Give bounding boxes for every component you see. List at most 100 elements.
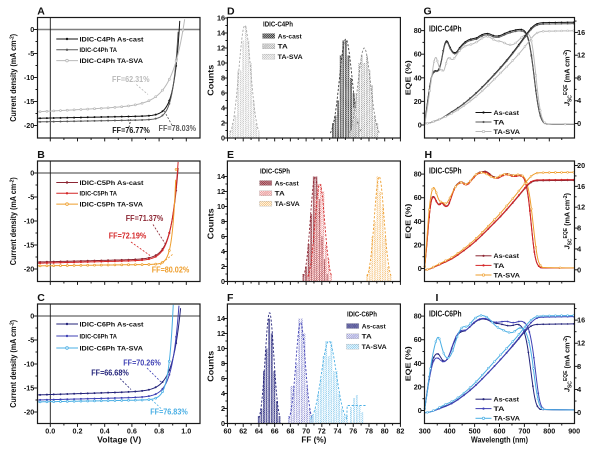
svg-text:E: E: [227, 149, 234, 161]
svg-text:TA-SVA: TA-SVA: [494, 416, 521, 423]
svg-text:G: G: [424, 6, 432, 18]
svg-text:I: I: [436, 292, 439, 304]
svg-text:8: 8: [577, 362, 581, 371]
svg-text:FF=80.02%: FF=80.02%: [152, 265, 190, 274]
svg-text:64: 64: [255, 427, 263, 436]
svg-text:0.0: 0.0: [45, 427, 55, 436]
svg-text:400: 400: [444, 427, 456, 436]
svg-text:IDIC-C6Ph: IDIC-C6Ph: [347, 309, 377, 318]
svg-text:40: 40: [414, 359, 422, 368]
svg-text:4: 4: [221, 247, 225, 256]
svg-text:60: 60: [414, 193, 422, 202]
svg-text:70: 70: [302, 427, 310, 436]
svg-text:IDIC-C4Ph As-cast: IDIC-C4Ph As-cast: [80, 36, 145, 43]
svg-text:Counts: Counts: [207, 350, 216, 382]
svg-text:78: 78: [365, 427, 373, 436]
svg-text:0.4: 0.4: [100, 427, 110, 436]
svg-text:Counts: Counts: [207, 64, 216, 96]
svg-text:0: 0: [221, 419, 225, 428]
svg-text:6: 6: [221, 374, 225, 383]
svg-text:F: F: [227, 292, 234, 304]
svg-text:FF (%): FF (%): [301, 435, 326, 444]
svg-text:8: 8: [577, 224, 581, 233]
svg-text:6: 6: [221, 232, 225, 241]
svg-text:FF=71.37%: FF=71.37%: [126, 214, 164, 223]
svg-text:66: 66: [271, 427, 279, 436]
svg-text:14: 14: [217, 172, 225, 181]
svg-text:FF=78.03%: FF=78.03%: [159, 124, 197, 133]
svg-text:0: 0: [221, 277, 225, 286]
svg-text:12: 12: [217, 44, 225, 53]
svg-text:IDIC-C5Ph: IDIC-C5Ph: [429, 167, 462, 176]
svg-text:JSCEQE (mA cm-2): JSCEQE (mA cm-2): [563, 49, 574, 106]
svg-text:0.8: 0.8: [154, 427, 164, 436]
svg-text:10: 10: [217, 59, 225, 68]
svg-text:TA-SVA: TA-SVA: [275, 201, 300, 208]
svg-text:0.2: 0.2: [73, 427, 83, 436]
svg-text:12: 12: [577, 203, 585, 212]
svg-text:TA: TA: [494, 263, 505, 270]
svg-text:0: 0: [418, 406, 422, 415]
svg-text:Current density (mA cm-2): Current density (mA cm-2): [9, 177, 18, 265]
svg-text:-15: -15: [24, 97, 34, 106]
svg-text:Wavelength (nm): Wavelength (nm): [471, 435, 528, 444]
svg-text:12: 12: [577, 339, 585, 348]
svg-text:IDIC-C5Ph TA-SVA: IDIC-C5Ph TA-SVA: [80, 202, 144, 209]
svg-text:0: 0: [418, 264, 422, 273]
svg-text:EQE (%): EQE (%): [404, 346, 413, 382]
svg-text:-15: -15: [24, 384, 34, 393]
svg-text:76: 76: [349, 427, 357, 436]
svg-text:80: 80: [414, 170, 422, 179]
svg-text:FF=66.68%: FF=66.68%: [91, 369, 129, 378]
svg-text:600: 600: [494, 427, 506, 436]
svg-text:FF=76.77%: FF=76.77%: [112, 126, 150, 135]
svg-text:JSCEQE (mA cm-2): JSCEQE (mA cm-2): [563, 335, 574, 392]
svg-text:0: 0: [221, 134, 225, 143]
svg-text:20: 20: [414, 97, 422, 106]
svg-text:IDIC-C4Ph TA-SVA: IDIC-C4Ph TA-SVA: [80, 58, 144, 65]
svg-text:80: 80: [414, 312, 422, 321]
svg-text:20: 20: [577, 161, 585, 170]
svg-text:12: 12: [217, 329, 225, 338]
svg-text:900: 900: [568, 427, 580, 436]
svg-text:72: 72: [318, 427, 326, 436]
svg-text:1.0: 1.0: [181, 427, 191, 436]
svg-text:TA: TA: [278, 44, 288, 51]
svg-text:16: 16: [577, 182, 585, 191]
svg-text:4: 4: [577, 385, 581, 394]
svg-text:C: C: [37, 292, 45, 304]
svg-text:10: 10: [217, 344, 225, 353]
svg-text:6: 6: [221, 89, 225, 98]
svg-text:As-cast: As-cast: [494, 110, 520, 117]
svg-text:EQE (%): EQE (%): [404, 203, 413, 239]
svg-text:8: 8: [221, 359, 225, 368]
svg-text:Voltage (V): Voltage (V): [97, 435, 141, 444]
svg-text:8: 8: [577, 74, 581, 83]
svg-text:20: 20: [414, 382, 422, 391]
svg-text:40: 40: [414, 73, 422, 82]
svg-text:FF=70.26%: FF=70.26%: [123, 359, 161, 368]
svg-text:TA: TA: [275, 191, 285, 198]
svg-text:As-cast: As-cast: [275, 180, 300, 187]
svg-text:-20: -20: [24, 408, 34, 417]
svg-text:IDIC-C5Ph: IDIC-C5Ph: [260, 166, 290, 175]
svg-text:-5: -5: [28, 49, 34, 58]
svg-text:As-cast: As-cast: [278, 33, 303, 40]
svg-text:500: 500: [469, 427, 481, 436]
svg-text:0: 0: [577, 408, 581, 417]
svg-text:12: 12: [577, 51, 585, 60]
svg-text:-20: -20: [24, 121, 34, 130]
svg-text:Counts: Counts: [207, 208, 216, 240]
svg-text:2: 2: [221, 404, 225, 413]
svg-text:80: 80: [381, 427, 389, 436]
svg-text:80: 80: [414, 26, 422, 35]
svg-text:TA-SVA: TA-SVA: [278, 54, 303, 61]
svg-text:Current density (mA cm-2): Current density (mA cm-2): [9, 33, 18, 121]
svg-text:0: 0: [577, 119, 581, 128]
svg-text:300: 300: [419, 427, 431, 436]
svg-text:-10: -10: [24, 360, 34, 369]
svg-text:4: 4: [221, 389, 225, 398]
svg-text:TA: TA: [494, 119, 505, 126]
svg-text:FF=62.31%: FF=62.31%: [112, 75, 150, 84]
svg-text:4: 4: [577, 96, 581, 105]
